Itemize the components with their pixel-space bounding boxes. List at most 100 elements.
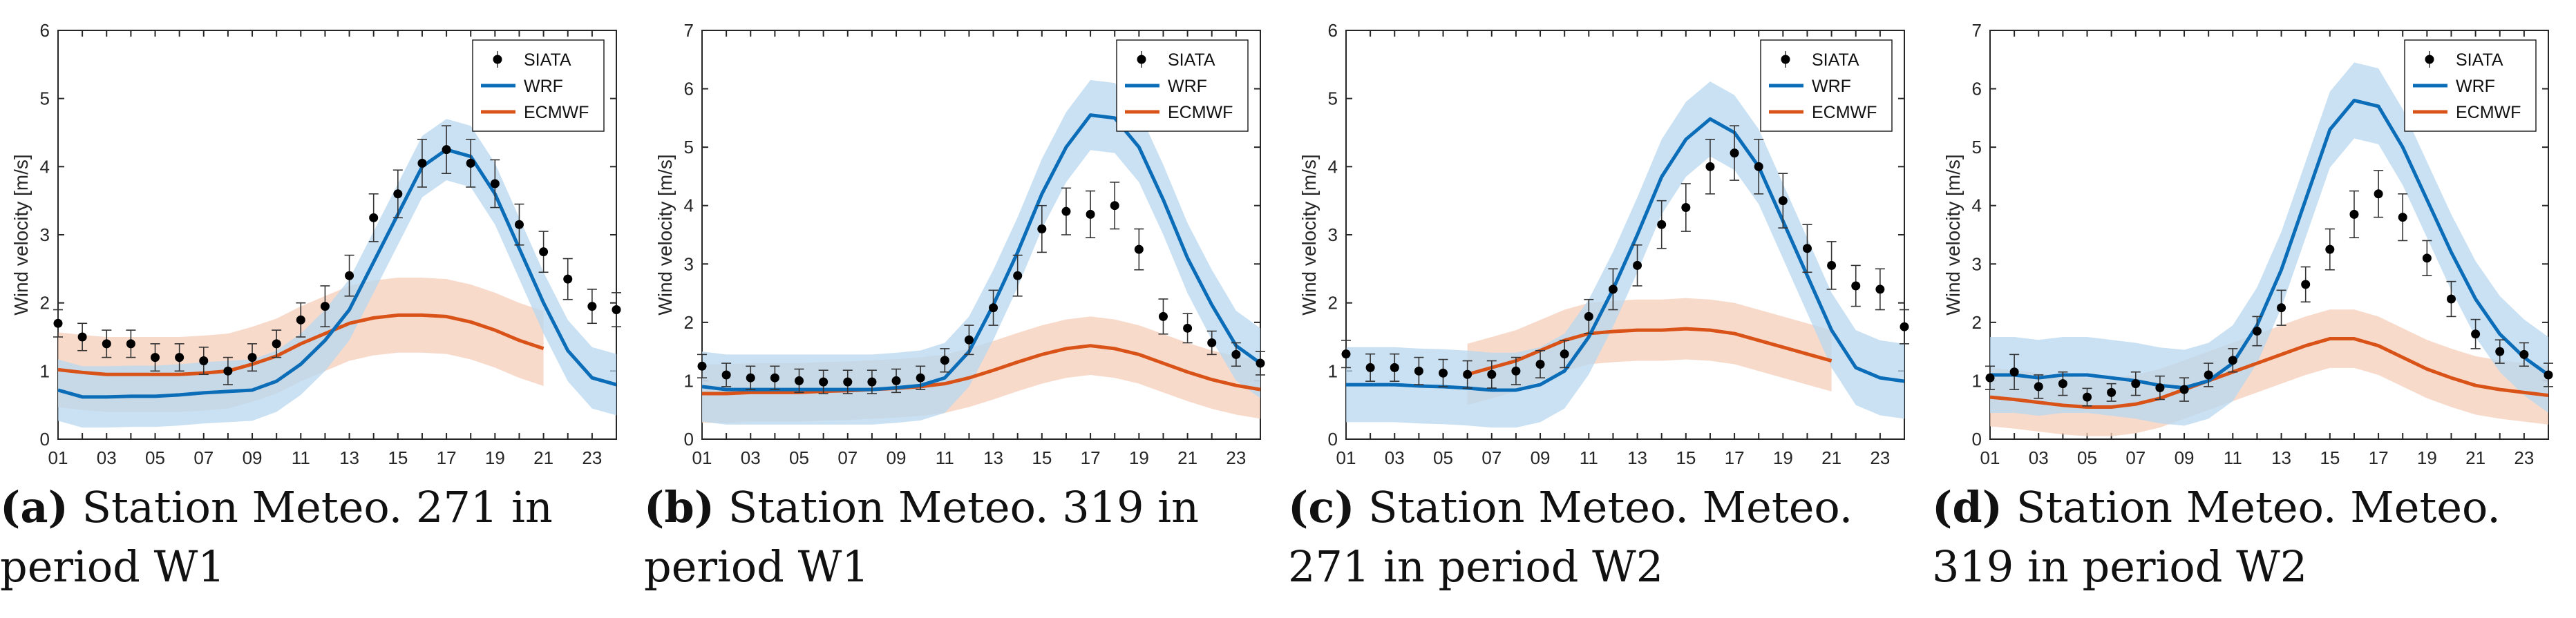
y-tick-label: 6: [684, 79, 694, 99]
siata-point: [320, 302, 330, 311]
y-tick-label: 2: [40, 293, 50, 313]
x-tick-label: 07: [1481, 447, 1502, 468]
legend-label: SIATA: [2456, 50, 2503, 70]
x-tick-label: 05: [789, 447, 809, 468]
y-tick-label: 4: [684, 195, 694, 216]
y-tick-label: 3: [1328, 224, 1338, 245]
legend-label: SIATA: [524, 50, 571, 70]
siata-point: [223, 366, 233, 376]
y-tick-label: 7: [684, 20, 694, 41]
caption-a: (a) Station Meteo. 271 in period W1: [0, 478, 608, 597]
ecmwf-band: [1467, 298, 1832, 405]
x-tick-label: 05: [145, 447, 165, 468]
siata-point: [1037, 224, 1047, 234]
y-tick-label: 0: [1328, 429, 1338, 450]
legend-label: ECMWF: [1168, 103, 1233, 122]
siata-point: [697, 361, 707, 371]
siata-point: [1341, 349, 1351, 359]
siata-point: [1875, 284, 1885, 294]
siata-point: [1778, 196, 1788, 206]
legend-siata-marker: [493, 55, 502, 64]
y-tick-label: 4: [1328, 156, 1338, 177]
x-tick-label: 05: [2077, 447, 2097, 468]
siata-point: [126, 339, 135, 349]
y-tick-label: 3: [1972, 253, 1982, 274]
siata-point: [514, 220, 524, 229]
siata-point: [1183, 323, 1193, 333]
siata-point: [587, 302, 597, 311]
siata-point: [2349, 209, 2359, 219]
siata-point: [2471, 329, 2481, 339]
siata-point: [1439, 368, 1448, 378]
legend-label: WRF: [524, 77, 563, 96]
panel-c: 0 1 2 3 4 5 6 01 03 05 07 09 11 13 15 17 19 21 23 Wind velo…: [1288, 0, 1932, 618]
siata-point: [1535, 359, 1545, 369]
siata-point: [1231, 349, 1241, 359]
siata-point: [2495, 347, 2505, 356]
caption-text-a: Station Meteo. 271 in period W1: [0, 482, 553, 592]
siata-point: [2422, 253, 2432, 263]
siata-point: [1487, 369, 1497, 379]
siata-point: [2204, 370, 2213, 380]
siata-point: [721, 370, 731, 380]
y-tick-label: 1: [40, 360, 50, 381]
x-tick-label: 03: [741, 447, 761, 468]
y-tick-label: 5: [1328, 88, 1338, 109]
panel-d: 0 1 2 3 4 5 6 7 01 03 05 07 09 11 13 15 17 19 21 23 Wind vel…: [1932, 0, 2576, 618]
x-tick-label: 15: [1676, 447, 1696, 468]
y-tick-label: 1: [684, 370, 694, 391]
x-tick-label: 13: [1627, 447, 1647, 468]
ecmwf-line: [1466, 327, 1832, 376]
y-tick-label: 0: [684, 429, 694, 450]
siata-point: [867, 377, 877, 387]
siata-point: [2519, 349, 2529, 359]
siata-point: [916, 373, 925, 383]
siata-point: [539, 247, 549, 257]
siata-point: [1851, 281, 1861, 291]
x-tick-label: 15: [1032, 447, 1052, 468]
siata-point: [1061, 206, 1071, 216]
siata-point: [369, 213, 379, 222]
panel-b: 0 1 2 3 4 5 6 7 01 03 05 07 09 11 13 15 17 19 21 23 Wind vel…: [644, 0, 1288, 618]
siata-point: [2277, 303, 2286, 313]
caption-label-b: (b): [644, 482, 715, 532]
wrf-line: [701, 113, 1262, 392]
y-tick-label: 5: [684, 137, 694, 157]
y-tick-label: 2: [1972, 312, 1982, 333]
siata-point: [1900, 322, 1909, 331]
x-tick-label: 01: [692, 447, 712, 468]
siata-point: [2325, 244, 2335, 254]
x-tick-label: 03: [2029, 447, 2049, 468]
y-tick-label: 4: [1972, 195, 1982, 216]
siata-point: [2446, 294, 2456, 304]
siata-point: [2374, 189, 2383, 199]
x-tick-label: 23: [2514, 447, 2534, 468]
x-tick-label: 23: [582, 447, 602, 468]
x-tick-label: 11: [936, 447, 954, 468]
y-tick-label: 5: [1972, 137, 1982, 157]
y-tick-label: 3: [40, 224, 50, 245]
siata-point: [1754, 162, 1763, 171]
siata-point: [1802, 244, 1812, 253]
x-tick-label: 17: [1081, 447, 1101, 468]
x-tick-label: 19: [1129, 447, 1149, 468]
x-tick-label: 01: [48, 447, 68, 468]
siata-point: [2058, 379, 2067, 389]
wrf-band: [58, 119, 616, 428]
x-tick-label: 09: [243, 447, 263, 468]
ecmwf-line: [1989, 337, 2549, 409]
wrf-line: [1990, 98, 2550, 390]
caption-text-c: Station Meteo. Meteo. 271 in period W2: [1288, 482, 1853, 592]
siata-point: [1511, 366, 1521, 376]
x-tick-label: 13: [983, 447, 1003, 468]
caption-label-d: (d): [1932, 482, 2003, 532]
x-tick-label: 09: [887, 447, 907, 468]
x-tick-label: 21: [2465, 447, 2485, 468]
x-tick-label: 13: [339, 447, 359, 468]
siata-point: [1365, 363, 1375, 372]
caption-d: (d) Station Meteo. Meteo. 319 in period …: [1932, 478, 2540, 597]
siata-point: [964, 335, 974, 345]
y-tick-label: 2: [684, 312, 694, 333]
siata-point: [1256, 358, 1265, 368]
